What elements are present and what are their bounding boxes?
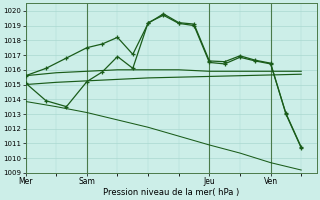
X-axis label: Pression niveau de la mer( hPa ): Pression niveau de la mer( hPa ): [103, 188, 239, 197]
